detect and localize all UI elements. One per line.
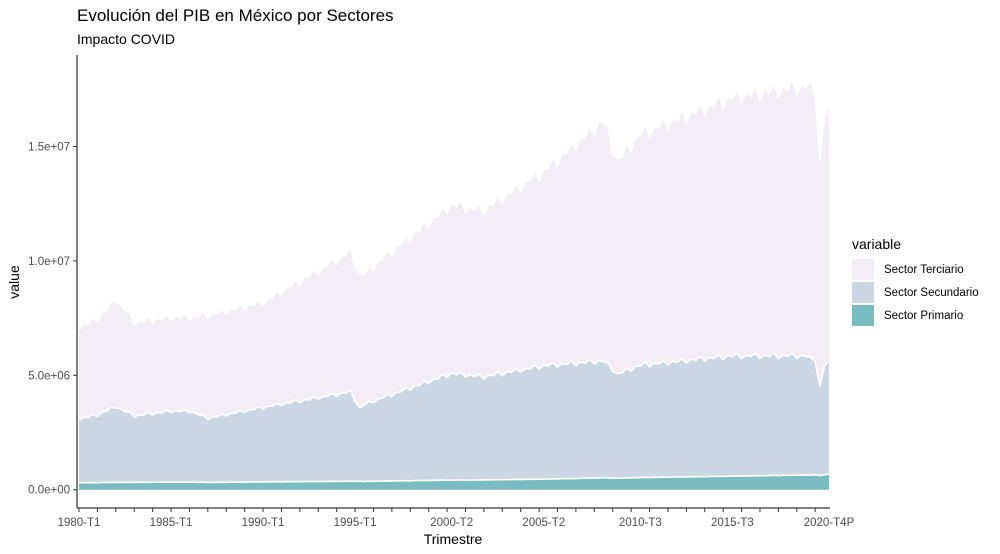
y-tick-label: 1.5e+07 (28, 142, 70, 154)
chart-areas (78, 77, 830, 490)
y-tick-label: 0.0e+00 (28, 485, 70, 497)
x-tick-label: 2010-T3 (619, 517, 662, 529)
y-tick-label: 1.0e+07 (28, 256, 70, 268)
x-tick-label: 2015-T3 (711, 517, 754, 529)
legend-label-primario: Sector Primario (884, 309, 964, 322)
legend-label-terciario: Sector Terciario (884, 263, 964, 276)
x-tick-label: 1985-T1 (150, 517, 193, 529)
legend-title: variable (852, 236, 902, 252)
y-axis-ticks: 0.0e+00 5.0e+06 1.0e+07 1.5e+07 (28, 142, 77, 497)
x-tick-label: 1995-T1 (334, 517, 377, 529)
x-axis-title: Trimestre (424, 531, 483, 547)
legend-item-primario: Sector Primario (852, 304, 979, 327)
chart-subtitle: Impacto COVID (77, 31, 176, 47)
x-tick-label: 2000-T2 (430, 517, 473, 529)
legend-swatch-primario (852, 305, 874, 326)
legend-item-terciario: Sector Terciario (852, 258, 979, 281)
legend-swatch-terciario (852, 259, 874, 280)
y-tick-label: 5.0e+06 (28, 370, 70, 382)
x-tick-label: 2020-T4P (804, 517, 855, 529)
legend: variable Sector Terciario Sector Secunda… (852, 236, 979, 327)
x-tick-label: 2005-T2 (522, 517, 565, 529)
area-sector-terciario (79, 79, 829, 420)
y-axis-title: value (6, 265, 22, 299)
area-sector-secundario (79, 353, 829, 483)
legend-item-secundario: Sector Secundario (852, 281, 979, 304)
x-tick-label: 1990-T1 (242, 517, 285, 529)
area-edge-sector-secundario (78, 352, 830, 421)
legend-label-secundario: Sector Secundario (884, 286, 979, 299)
area-edge-sector-primario (78, 473, 830, 484)
x-tick-label: 1980-T1 (58, 517, 101, 529)
chart-title: Evolución del PIB en México por Sectores (77, 6, 394, 25)
area-edge-sector-terciario (78, 77, 830, 331)
legend-swatch-secundario (852, 282, 874, 303)
x-axis-ticks: 1980-T1 1985-T1 1990-T1 1995-T1 2000-T2 2005-… (58, 508, 855, 529)
